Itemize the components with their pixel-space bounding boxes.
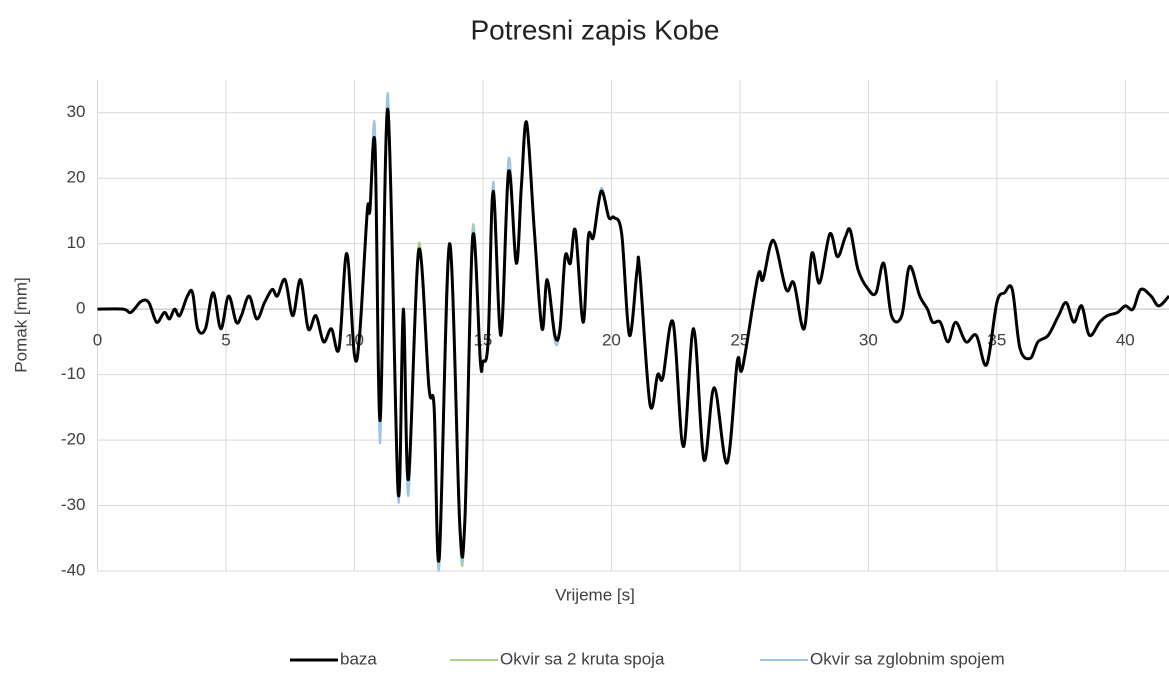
y-tick-label: -30 <box>61 495 86 514</box>
x-tick-label: 30 <box>859 331 878 350</box>
x-tick-label: 20 <box>602 331 621 350</box>
legend-label: Okvir sa zglobnim spojem <box>810 649 1005 668</box>
x-tick-label: 25 <box>730 331 749 350</box>
legend-label: Okvir sa 2 kruta spoja <box>500 649 665 668</box>
line-series <box>97 98 1169 567</box>
legend-label: baza <box>340 649 377 668</box>
x-tick-label: 40 <box>1116 331 1135 350</box>
x-tick-label: 5 <box>221 331 230 350</box>
line-series <box>97 107 1169 563</box>
chart-title: Potresni zapis Kobe <box>470 14 719 45</box>
x-axis-title: Vrijeme [s] <box>555 585 635 604</box>
y-tick-label: 0 <box>76 299 85 318</box>
x-tick-label: 0 <box>93 331 102 350</box>
y-tick-label: -10 <box>61 364 86 383</box>
y-axis-title: Pomak [mm] <box>11 277 30 372</box>
y-tick-label: 30 <box>67 102 86 121</box>
y-tick-label: 10 <box>67 233 86 252</box>
y-tick-label: 20 <box>67 168 86 187</box>
y-tick-label: -20 <box>61 430 86 449</box>
line-series <box>97 92 1169 572</box>
y-tick-label: -40 <box>61 560 86 579</box>
